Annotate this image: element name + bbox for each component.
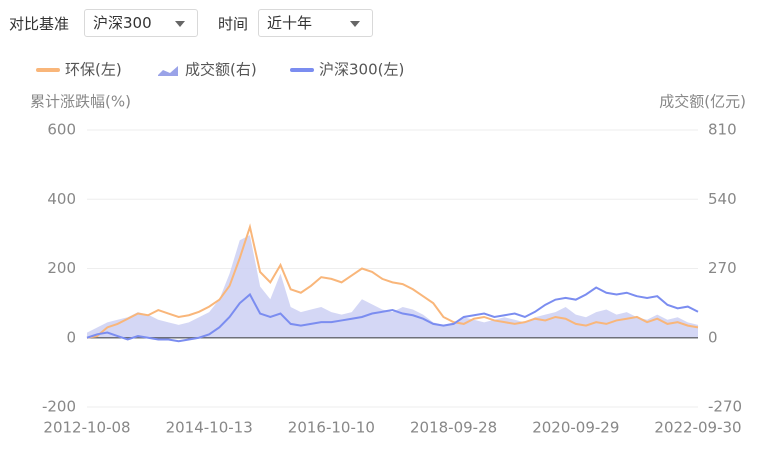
control-label: 对比基准 xyxy=(9,15,70,33)
y2-axis-title: 成交额(亿元) xyxy=(659,93,746,111)
series-line xyxy=(86,223,699,339)
x-tick-label: 2014-10-13 xyxy=(166,419,253,437)
x-tick-label: 2018-09-28 xyxy=(410,419,497,437)
select-value: 近十年 xyxy=(267,14,313,32)
x-tick-label: 2020-09-29 xyxy=(532,419,619,437)
period-select[interactable]: 近十年 xyxy=(258,9,373,37)
y2-tick-label: 810 xyxy=(708,121,737,139)
y2-tick-label: 270 xyxy=(708,259,737,277)
y2-tick-label: 0 xyxy=(708,328,718,346)
x-tick-label: 2012-10-08 xyxy=(43,419,130,437)
legend-label[interactable]: 成交额(右) xyxy=(185,61,257,79)
y2-tick-label: 540 xyxy=(708,190,737,208)
legend-swatch xyxy=(158,66,178,76)
y2-tick-label: -270 xyxy=(708,398,742,416)
series-line xyxy=(86,286,699,343)
legend-label[interactable]: 环保(左) xyxy=(65,61,122,79)
legend-label[interactable]: 沪深300(左) xyxy=(319,61,404,79)
y-axis-title: 累计涨跌幅(%) xyxy=(30,93,131,111)
x-tick-label: 2016-10-10 xyxy=(288,419,375,437)
y-tick-label: 400 xyxy=(47,190,76,208)
y-tick-label: 0 xyxy=(66,328,76,346)
y-tick-label: 600 xyxy=(47,121,76,139)
y-tick-label: 200 xyxy=(47,259,76,277)
x-tick-label: 2022-09-30 xyxy=(654,419,741,437)
select-value: 沪深300 xyxy=(93,14,152,32)
volume-area xyxy=(87,235,698,338)
benchmark-select[interactable]: 沪深300 xyxy=(84,9,198,37)
control-label: 时间 xyxy=(218,15,249,33)
y-tick-label: -200 xyxy=(42,398,76,416)
